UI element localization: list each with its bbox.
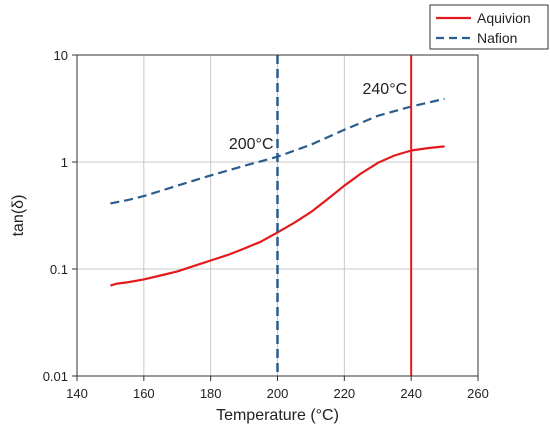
x-tick-label: 180 [200, 386, 222, 401]
series-layer [110, 97, 445, 287]
reference-lines: 200°C 240°C [229, 55, 413, 376]
legend: Aquivion Nafion [429, 4, 549, 50]
legend-box [429, 4, 549, 50]
tick-labels: 140 160 180 200 220 240 260 0.01 0.1 1 10 [43, 48, 489, 401]
x-tick-label: 200 [267, 386, 289, 401]
y-tick-label: 1 [61, 155, 68, 170]
legend-label-nafion: Nafion [477, 30, 517, 46]
y-tick-label: 10 [54, 48, 68, 63]
series-line-nafion [110, 97, 445, 205]
y-axis-label: tan(δ) [10, 195, 27, 237]
x-tick-label: 140 [66, 386, 88, 401]
x-axis-label: Temperature (°C) [216, 407, 339, 424]
y-tick-label: 0.01 [43, 369, 68, 384]
vline-label-240: 240°C [363, 81, 408, 98]
series-line-aquivion [110, 145, 445, 287]
x-tick-label: 240 [400, 386, 422, 401]
legend-label-aquivion: Aquivion [477, 10, 531, 26]
x-tick-label: 260 [467, 386, 489, 401]
vline-label-200: 200°C [229, 136, 274, 153]
y-tick-label: 0.1 [50, 262, 68, 277]
x-tick-label: 220 [333, 386, 355, 401]
x-tick-label: 160 [133, 386, 155, 401]
